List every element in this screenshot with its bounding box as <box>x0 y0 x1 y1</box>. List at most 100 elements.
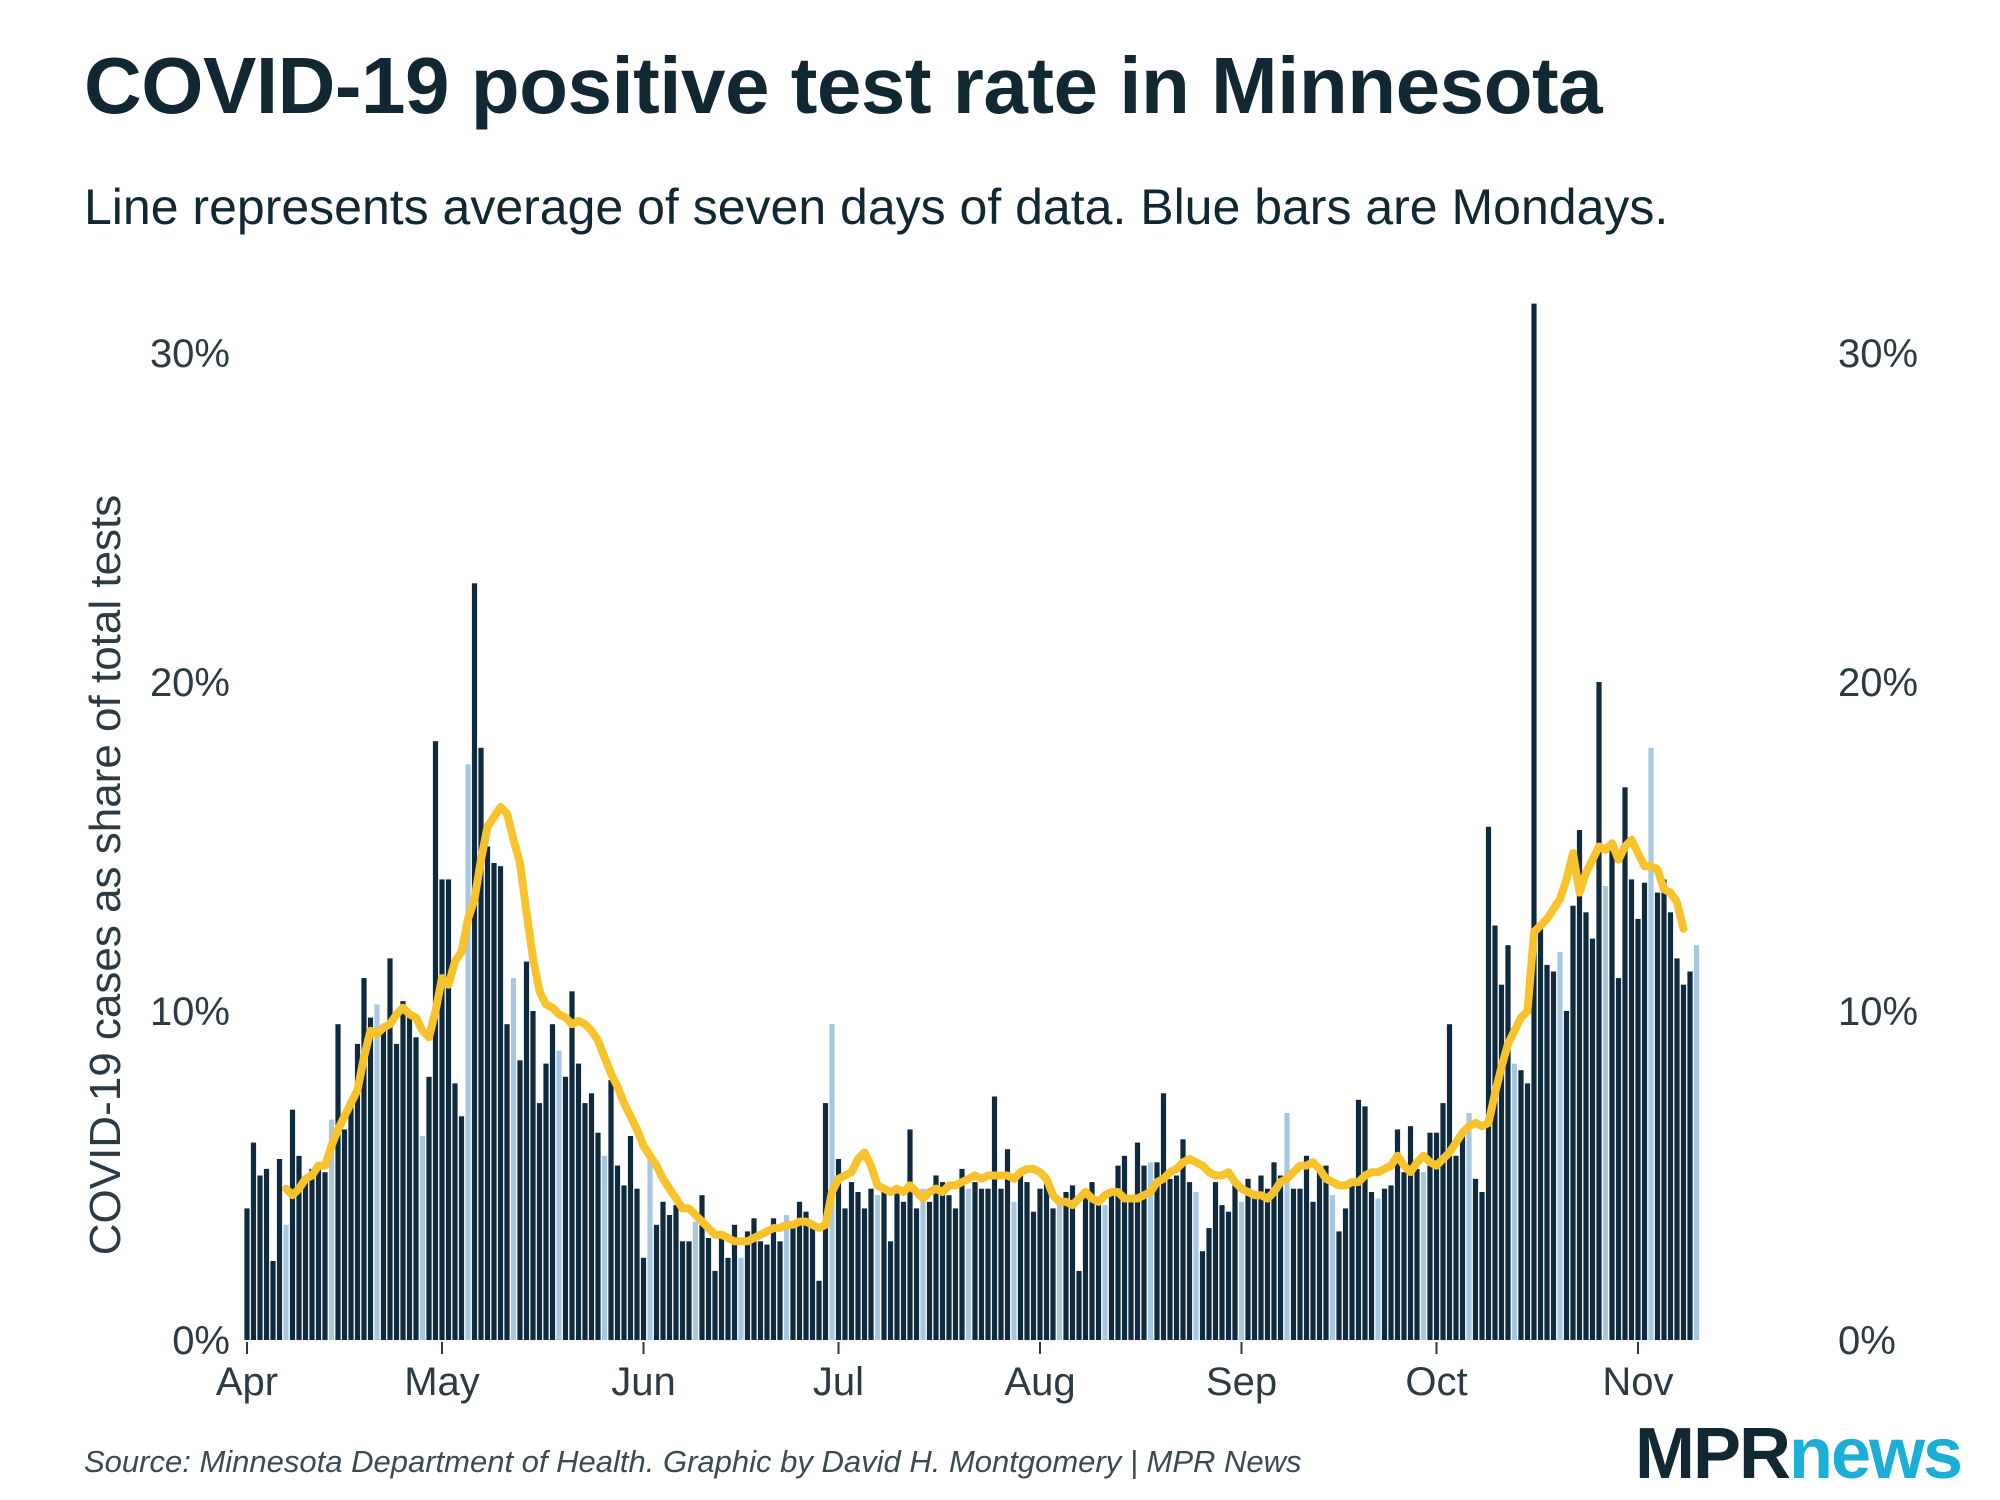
x-tick-jul: Jul <box>813 1360 864 1404</box>
bar-day-140 <box>1147 1162 1154 1340</box>
bar-day-207 <box>1583 912 1589 1340</box>
bar-day-164 <box>1303 1155 1310 1340</box>
x-tick-nov: Nov <box>1602 1360 1673 1404</box>
bar-day-26 <box>406 1011 413 1340</box>
bar-day-30 <box>432 741 439 1340</box>
bar-day-14 <box>328 1119 335 1340</box>
seven-day-average-series <box>282 803 1688 1246</box>
bar-day-58 <box>614 1165 621 1340</box>
y-tick-left-0: 0% <box>172 1319 230 1363</box>
bar-day-16 <box>341 1129 348 1340</box>
bar-day-124 <box>1043 1178 1050 1340</box>
bar-day-105 <box>920 1188 926 1340</box>
bar-day-146 <box>1186 1182 1193 1340</box>
bar-day-18 <box>354 1043 361 1340</box>
bar-day-66 <box>666 1215 673 1340</box>
y-axis-left: 0% 10% 20% 30% <box>150 332 230 1363</box>
bar-day-37 <box>478 747 484 1340</box>
bar-day-141 <box>1154 1162 1160 1340</box>
x-tick-sep: Sep <box>1206 1360 1277 1404</box>
x-tick-oct: Oct <box>1405 1360 1467 1404</box>
bar-day-107 <box>933 1175 939 1340</box>
chart-title: COVID-19 positive test rate in Minnesota <box>84 41 1603 130</box>
y-tick-right-0: 0% <box>1838 1319 1896 1363</box>
bar-day-165 <box>1310 1201 1316 1340</box>
bar-day-6 <box>276 1159 283 1340</box>
bar-day-83 <box>777 1241 783 1340</box>
bar-day-155 <box>1245 1178 1251 1340</box>
bar-day-94 <box>848 1182 855 1340</box>
bar-day-101 <box>894 1192 900 1340</box>
bar-day-198 <box>1524 1083 1531 1340</box>
bar-day-89 <box>816 1280 822 1340</box>
bar-day-168 <box>1329 1195 1336 1340</box>
bar-day-187 <box>1453 1155 1459 1340</box>
bar-day-118 <box>1004 1149 1011 1340</box>
bar-day-86 <box>796 1201 803 1340</box>
bar-day-28 <box>419 1136 426 1340</box>
bar-day-201 <box>1544 964 1550 1340</box>
bar-day-51 <box>569 991 575 1340</box>
y-tick-left-30: 30% <box>150 332 230 376</box>
bar-day-72 <box>705 1238 712 1340</box>
bar-day-65 <box>660 1201 666 1340</box>
x-tick-jun: Jun <box>611 1360 676 1404</box>
bar-day-174 <box>1368 1192 1375 1340</box>
bar-day-106 <box>926 1201 933 1340</box>
bar-day-63 <box>647 1152 653 1340</box>
bar-day-59 <box>621 1185 627 1340</box>
bar-day-45 <box>530 1011 536 1340</box>
bar-day-182 <box>1420 1172 1427 1340</box>
bar-day-32 <box>445 879 452 1340</box>
bar-day-91 <box>829 1024 835 1340</box>
bar-day-35 <box>465 764 471 1341</box>
bar-day-144 <box>1173 1175 1180 1340</box>
bar-day-104 <box>913 1208 920 1340</box>
bar-day-126 <box>1056 1198 1063 1340</box>
x-tick-may: May <box>404 1360 480 1404</box>
bar-day-204 <box>1563 1011 1570 1340</box>
bar-day-46 <box>536 1103 543 1340</box>
bar-day-139 <box>1141 1165 1147 1340</box>
seven-day-average-line <box>282 803 1688 1246</box>
bar-day-166 <box>1316 1168 1323 1340</box>
bar-day-169 <box>1336 1231 1342 1340</box>
bar-day-9 <box>296 1155 302 1340</box>
bar-day-171 <box>1349 1178 1355 1340</box>
bar-day-150 <box>1212 1182 1219 1340</box>
bar-day-67 <box>673 1205 679 1340</box>
bar-day-162 <box>1290 1188 1297 1340</box>
bar-day-158 <box>1264 1188 1271 1340</box>
bar-day-33 <box>452 1083 458 1340</box>
bar-day-180 <box>1407 1126 1414 1340</box>
bar-day-48 <box>549 1024 556 1340</box>
bar-day-183 <box>1427 1132 1433 1340</box>
bar-day-38 <box>484 846 491 1340</box>
bar-day-44 <box>523 961 530 1340</box>
bar-day-84 <box>783 1215 790 1340</box>
bar-day-1 <box>244 1208 250 1340</box>
bar-day-209 <box>1596 682 1602 1340</box>
bar-day-172 <box>1355 1099 1362 1340</box>
y-tick-left-10: 10% <box>150 990 230 1034</box>
y-tick-right-10: 10% <box>1838 990 1918 1034</box>
bar-day-160 <box>1277 1175 1284 1340</box>
bar-day-218 <box>1654 892 1661 1340</box>
bar-day-102 <box>900 1201 907 1340</box>
bar-day-56 <box>601 1155 608 1340</box>
logo-mpr: MPR <box>1635 1414 1791 1494</box>
logo-news: news <box>1789 1414 1963 1494</box>
bar-day-13 <box>322 1172 328 1340</box>
bar-day-138 <box>1134 1142 1141 1340</box>
bar-day-197 <box>1518 1070 1524 1340</box>
bar-day-217 <box>1648 747 1654 1340</box>
bar-day-210 <box>1602 886 1609 1340</box>
bar-day-22 <box>380 1027 387 1340</box>
bar-day-185 <box>1440 1103 1446 1340</box>
bar-day-222 <box>1680 984 1687 1340</box>
bar-day-70 <box>692 1221 699 1340</box>
bar-day-178 <box>1394 1129 1401 1340</box>
bar-day-214 <box>1628 879 1635 1340</box>
bar-day-114 <box>978 1188 985 1340</box>
